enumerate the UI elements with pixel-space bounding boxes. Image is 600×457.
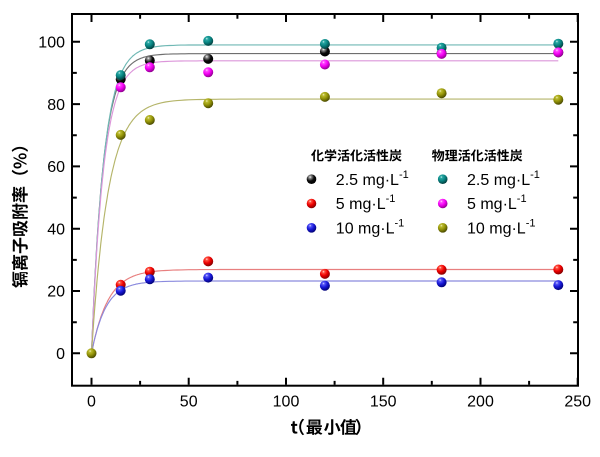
svg-text:2.5 mg·L-1: 2.5 mg·L-1 [336, 169, 409, 189]
svg-text:200: 200 [467, 394, 494, 411]
svg-text:100: 100 [38, 35, 65, 52]
svg-text:5 mg·L-1: 5 mg·L-1 [467, 193, 527, 213]
svg-text:5 mg·L-1: 5 mg·L-1 [336, 193, 396, 213]
svg-text:10 mg·L-1: 10 mg·L-1 [336, 218, 404, 238]
svg-text:50: 50 [180, 394, 198, 411]
svg-text:100: 100 [273, 394, 300, 411]
svg-text:80: 80 [47, 97, 65, 114]
svg-text:0: 0 [87, 394, 96, 411]
svg-text:10 mg·L-1: 10 mg·L-1 [467, 218, 535, 238]
svg-text:20: 20 [47, 284, 65, 301]
svg-text:40: 40 [47, 221, 65, 238]
svg-text:250: 250 [564, 394, 591, 411]
svg-text:60: 60 [47, 159, 65, 176]
svg-text:0: 0 [56, 346, 65, 363]
svg-text:150: 150 [370, 394, 397, 411]
svg-text:2.5 mg·L-1: 2.5 mg·L-1 [467, 169, 540, 189]
